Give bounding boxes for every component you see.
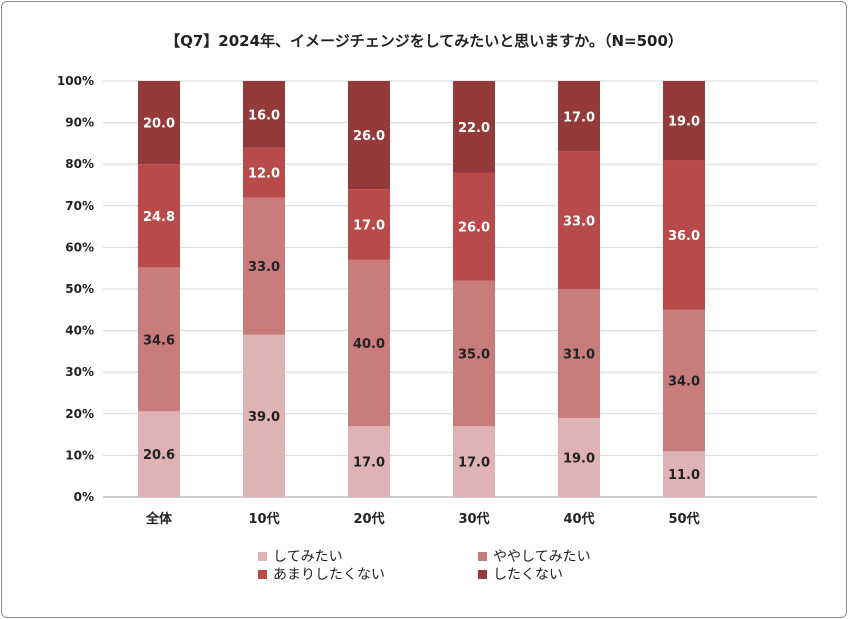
y-tick-label: 80% bbox=[65, 157, 94, 171]
data-label: 22.0 bbox=[458, 121, 490, 136]
bar-segment bbox=[558, 417, 600, 497]
legend-swatch bbox=[258, 570, 267, 579]
legend-label: したくない bbox=[493, 567, 563, 583]
bar-segment bbox=[558, 151, 600, 289]
data-label: 40.0 bbox=[353, 337, 385, 352]
data-label: 24.8 bbox=[143, 210, 175, 225]
bar-segment bbox=[243, 81, 285, 148]
bar-segment bbox=[663, 81, 705, 161]
y-tick-label: 30% bbox=[65, 365, 94, 379]
data-label: 20.0 bbox=[143, 117, 175, 132]
x-tick-label: 30代 bbox=[458, 511, 489, 527]
data-label: 17.0 bbox=[353, 219, 385, 234]
legend-swatch bbox=[258, 552, 267, 561]
data-label: 33.0 bbox=[248, 260, 280, 275]
legend-label: ややしてみたい bbox=[493, 549, 591, 565]
y-tick-label: 90% bbox=[65, 116, 94, 130]
bar-segment bbox=[663, 309, 705, 452]
legend-swatch bbox=[478, 552, 487, 561]
data-label: 17.0 bbox=[353, 456, 385, 471]
bar-segment bbox=[558, 289, 600, 418]
data-label: 35.0 bbox=[458, 347, 490, 362]
bar-segment bbox=[348, 81, 390, 190]
data-label: 34.0 bbox=[668, 375, 700, 390]
bar-segment bbox=[243, 334, 285, 497]
bar-segment bbox=[453, 172, 495, 281]
bar-segment bbox=[138, 267, 180, 412]
bar-segment bbox=[558, 81, 600, 152]
data-label: 12.0 bbox=[248, 167, 280, 182]
y-tick-label: 40% bbox=[65, 324, 94, 338]
bar-segment bbox=[453, 426, 495, 497]
bar-segment bbox=[453, 81, 495, 173]
data-label: 34.6 bbox=[143, 333, 175, 348]
x-tick-label: 50代 bbox=[668, 511, 699, 527]
x-tick-label: 全体 bbox=[145, 511, 173, 527]
bar-segment bbox=[663, 451, 705, 497]
x-tick-label: 40代 bbox=[563, 511, 594, 527]
chart-title: 【Q7】2024年、イメージチェンジをしてみたいと思いますか。（N=500） bbox=[165, 32, 683, 50]
data-label: 33.0 bbox=[563, 214, 595, 229]
y-tick-label: 0% bbox=[74, 490, 94, 504]
bar-segment bbox=[348, 259, 390, 427]
legend-swatch bbox=[478, 570, 487, 579]
y-tick-label: 70% bbox=[65, 199, 94, 213]
data-label: 11.0 bbox=[668, 468, 700, 483]
y-tick-label: 20% bbox=[65, 407, 94, 421]
y-tick-label: 50% bbox=[65, 282, 94, 296]
data-label: 31.0 bbox=[563, 347, 595, 362]
data-label: 16.0 bbox=[248, 108, 280, 123]
data-label: 19.0 bbox=[563, 451, 595, 466]
data-label: 20.6 bbox=[143, 448, 175, 463]
legend-label: あまりしたくない bbox=[273, 567, 385, 583]
x-tick-label: 20代 bbox=[353, 511, 384, 527]
bar-segment bbox=[453, 280, 495, 427]
y-tick-label: 60% bbox=[65, 240, 94, 254]
data-label: 19.0 bbox=[668, 115, 700, 130]
data-label: 17.0 bbox=[563, 110, 595, 125]
x-tick-label: 10代 bbox=[248, 511, 279, 527]
bar-segment bbox=[348, 426, 390, 497]
data-label: 36.0 bbox=[668, 229, 700, 244]
y-tick-label: 100% bbox=[57, 74, 94, 88]
bar-segment bbox=[138, 81, 180, 165]
bar-segment bbox=[138, 411, 180, 497]
bar-segment bbox=[138, 164, 180, 268]
data-label: 17.0 bbox=[458, 456, 490, 471]
data-label: 26.0 bbox=[458, 221, 490, 236]
bar-segment bbox=[663, 160, 705, 310]
legend-label: してみたい bbox=[273, 549, 343, 565]
bar-segment bbox=[243, 197, 285, 335]
bar-segment bbox=[348, 189, 390, 260]
y-tick-label: 10% bbox=[65, 448, 94, 462]
data-label: 39.0 bbox=[248, 410, 280, 425]
bar-segment bbox=[243, 147, 285, 198]
data-label: 26.0 bbox=[353, 129, 385, 144]
